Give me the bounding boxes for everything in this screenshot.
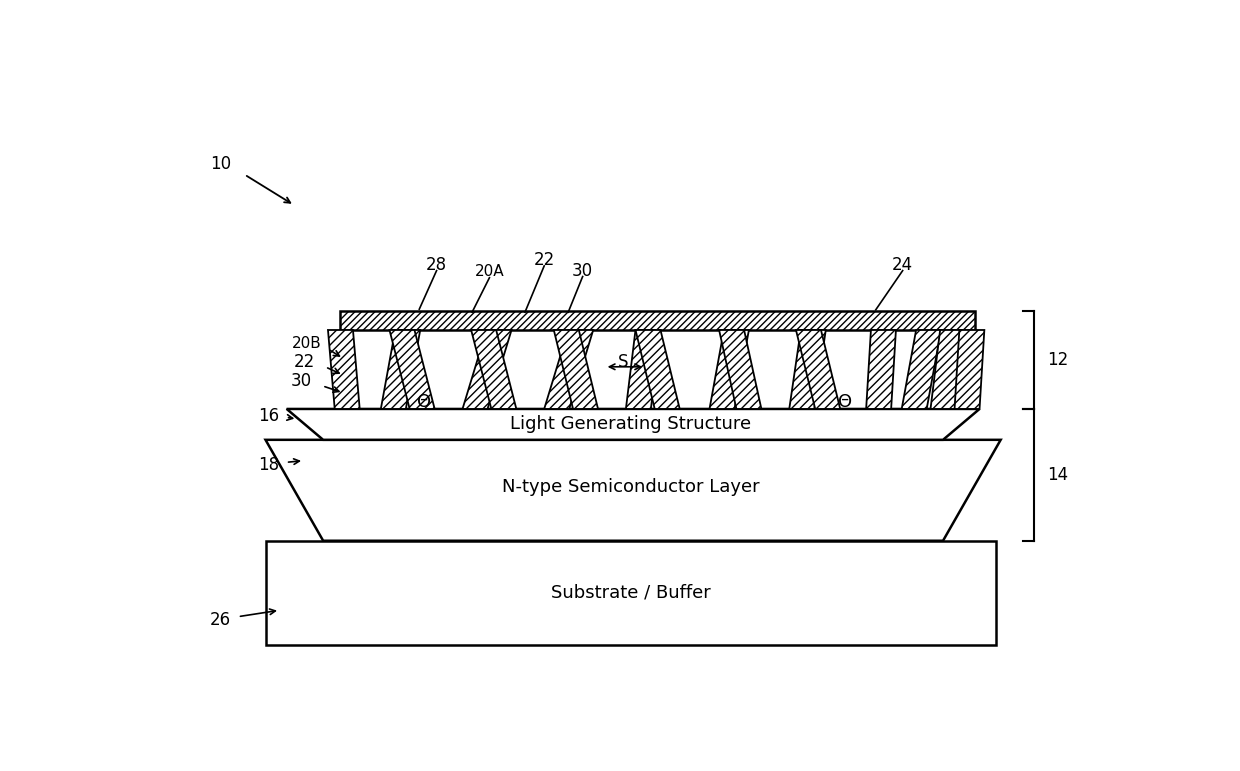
Text: 10: 10 <box>210 155 231 173</box>
Text: Θ: Θ <box>838 393 852 412</box>
Polygon shape <box>389 330 435 409</box>
Polygon shape <box>635 330 680 409</box>
Polygon shape <box>789 330 826 409</box>
Polygon shape <box>265 439 1001 540</box>
Polygon shape <box>866 330 897 409</box>
Text: Θ: Θ <box>417 393 432 412</box>
Polygon shape <box>381 330 420 409</box>
Text: 24: 24 <box>892 256 913 274</box>
Polygon shape <box>463 330 512 409</box>
Text: N-type Semiconductor Layer: N-type Semiconductor Layer <box>502 478 760 496</box>
Bar <box>265 540 996 645</box>
Text: 22: 22 <box>294 353 315 371</box>
Polygon shape <box>544 330 593 409</box>
Bar <box>341 311 975 330</box>
Text: 14: 14 <box>1047 466 1068 484</box>
Text: 30: 30 <box>572 261 593 280</box>
Text: 26: 26 <box>210 611 231 628</box>
Text: 18: 18 <box>258 456 279 473</box>
Polygon shape <box>626 330 661 409</box>
Text: 16: 16 <box>258 407 279 425</box>
Text: 22: 22 <box>533 251 554 269</box>
Polygon shape <box>554 330 598 409</box>
Text: 20A: 20A <box>475 264 505 279</box>
Polygon shape <box>930 330 965 409</box>
Text: 30: 30 <box>290 372 311 390</box>
Polygon shape <box>327 330 360 409</box>
Text: Substrate / Buffer: Substrate / Buffer <box>551 584 711 601</box>
Polygon shape <box>796 330 841 409</box>
Polygon shape <box>709 330 749 409</box>
Text: 20B: 20B <box>291 335 321 351</box>
Polygon shape <box>471 330 516 409</box>
Polygon shape <box>286 409 980 439</box>
Text: 12: 12 <box>1047 351 1068 369</box>
Text: 28: 28 <box>427 256 448 274</box>
Polygon shape <box>719 330 761 409</box>
Polygon shape <box>955 330 985 409</box>
Text: S: S <box>618 353 629 371</box>
Text: Light Generating Structure: Light Generating Structure <box>510 416 751 433</box>
Polygon shape <box>901 330 941 409</box>
